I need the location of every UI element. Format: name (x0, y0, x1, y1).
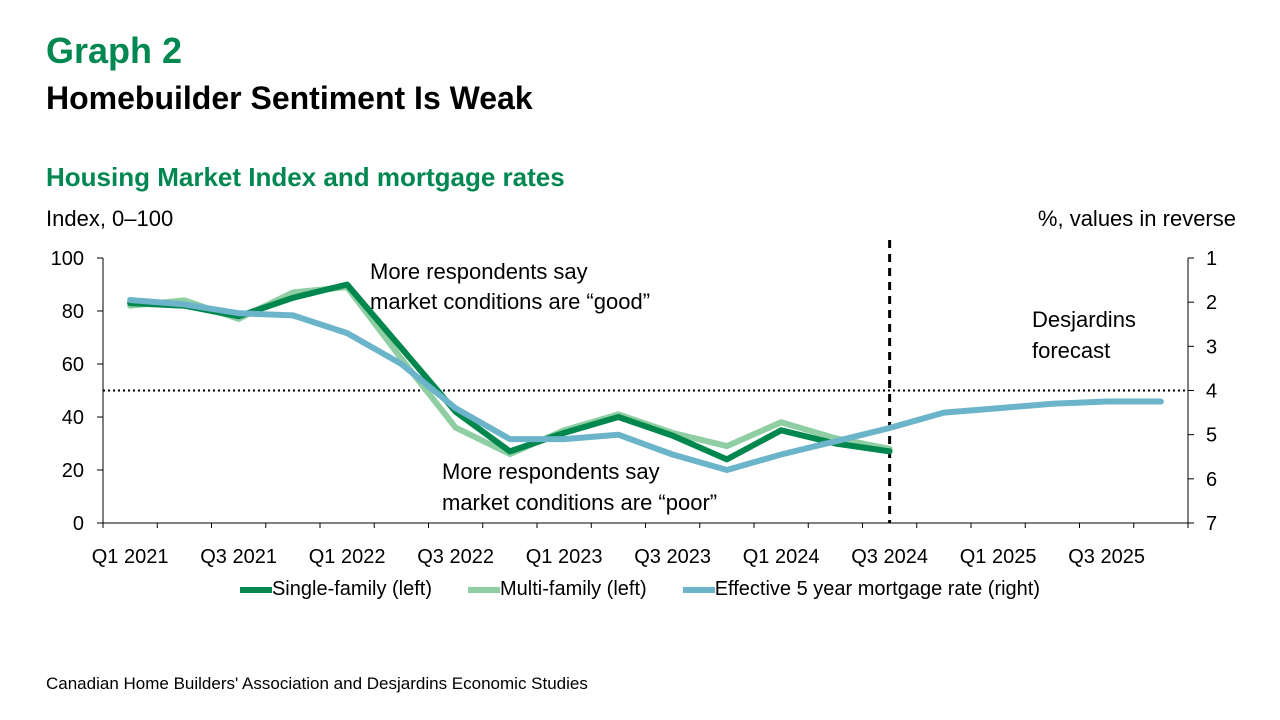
right-axis-label: %, values in reverse (1037, 206, 1236, 231)
legend-swatch-single-family (239, 586, 272, 593)
annotation-forecast-line1: Desjardins (1032, 307, 1136, 332)
chart-subtitle: Housing Market Index and mortgage rates (46, 162, 565, 192)
series-line-single-family (127, 281, 893, 463)
right-tick-label: 4 (1206, 381, 1217, 403)
right-tick-label: 1 (1206, 248, 1217, 270)
x-tick-label: Q3 2025 (1068, 546, 1145, 568)
right-tick-label: 2 (1206, 292, 1217, 314)
x-tick-label: Q1 2022 (309, 546, 386, 568)
source-note: Canadian Home Builders' Association and … (46, 674, 588, 693)
right-tick-label: 5 (1206, 425, 1217, 447)
series-line-mortgage-rate (127, 297, 1164, 473)
x-tick-label: Q3 2024 (851, 546, 928, 568)
x-tick-label: Q1 2025 (960, 546, 1037, 568)
left-tick-label: 80 (62, 301, 84, 323)
left-tick-label: 60 (62, 354, 84, 376)
x-tick-label: Q1 2024 (743, 546, 820, 568)
x-tick-label: Q1 2021 (92, 546, 169, 568)
legend-swatch-mortgage-rate (682, 586, 715, 593)
left-axis-label: Index, 0–100 (46, 206, 174, 231)
legend-item-single-family: Single-family (left) (239, 578, 433, 601)
graph-number: Graph 2 (46, 30, 183, 71)
annotation-good-line2: market conditions are “good” (370, 289, 650, 314)
legend-item-mortgage-rate: Effective 5 year mortgage rate (right) (682, 578, 1041, 601)
annotation-good-line1: More respondents say (370, 259, 588, 284)
right-tick-label: 6 (1206, 469, 1217, 491)
chart-legend: Single-family (left) Multi-family (left)… (0, 578, 1280, 601)
left-tick-label: 40 (62, 407, 84, 429)
left-tick-label: 100 (51, 248, 84, 270)
left-tick-label: 20 (62, 460, 84, 482)
right-tick-label: 3 (1206, 336, 1217, 358)
legend-label-multi-family: Multi-family (left) (500, 578, 647, 600)
left-tick-label: 0 (73, 513, 84, 535)
x-tick-label: Q3 2021 (200, 546, 277, 568)
annotation-poor-line1: More respondents say (442, 459, 660, 484)
x-tick-label: Q3 2023 (634, 546, 711, 568)
legend-swatch-multi-family (468, 586, 501, 593)
chart-headline: Homebuilder Sentiment Is Weak (46, 80, 533, 116)
legend-label-mortgage-rate: Effective 5 year mortgage rate (right) (714, 578, 1041, 600)
x-tick-label: Q3 2022 (417, 546, 494, 568)
legend-item-multi-family: Multi-family (left) (468, 578, 647, 601)
annotation-forecast-line2: forecast (1032, 338, 1110, 363)
right-tick-label: 7 (1206, 513, 1217, 535)
annotation-poor-line2: market conditions are “poor” (442, 490, 717, 515)
legend-label-single-family: Single-family (left) (271, 578, 433, 600)
x-tick-label: Q1 2023 (526, 546, 603, 568)
